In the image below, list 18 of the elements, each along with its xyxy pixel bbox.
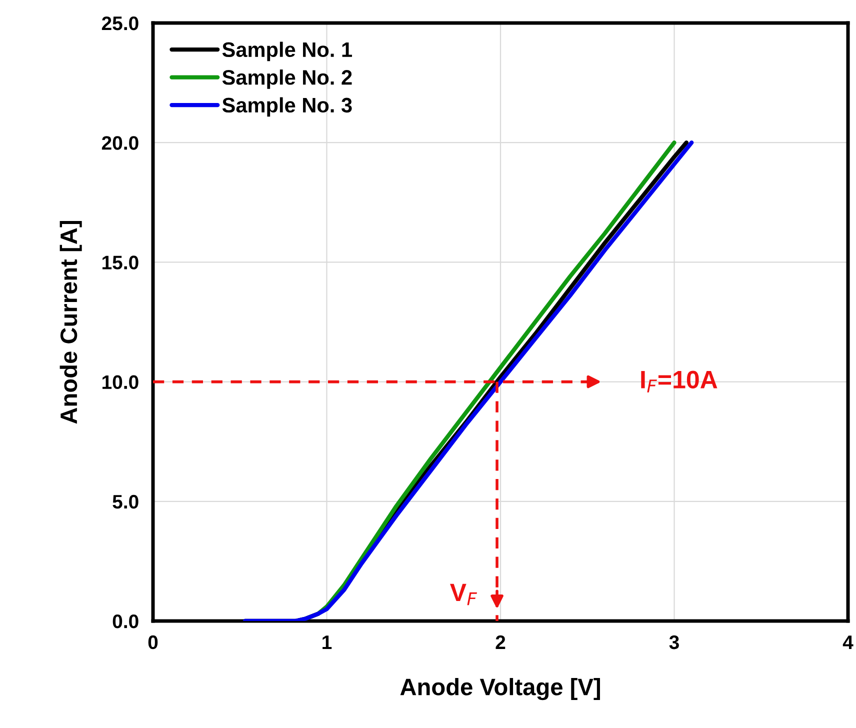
y-tick-label: 0.0 <box>112 614 138 628</box>
y-tick-label: 20.0 <box>102 136 138 150</box>
y-axis-title: Anode Current [A] <box>60 221 82 424</box>
x-tick-label: 4 <box>842 636 854 649</box>
legend-label: Sample No. 2 <box>222 70 352 89</box>
y-tick-label: 25.0 <box>102 16 138 30</box>
x-tick-label: 3 <box>669 635 679 650</box>
x-tick-label: 0 <box>148 635 158 650</box>
legend-label: Sample No. 1 <box>222 42 352 62</box>
y-tick-label: 5.0 <box>112 494 138 509</box>
x-axis-title: Anode Voltage [V] <box>400 678 600 700</box>
ref-line-label: I$_{F}$=10A <box>641 370 718 392</box>
y-tick-label: 15.0 <box>102 256 138 270</box>
y-tick-label: 10.0 <box>102 375 138 390</box>
x-tick-label: 1 <box>322 636 332 649</box>
ref-line-label: V$_{F}$ <box>450 584 478 606</box>
legend-label: Sample No. 3 <box>222 97 352 117</box>
x-tick-label: 2 <box>496 635 506 649</box>
